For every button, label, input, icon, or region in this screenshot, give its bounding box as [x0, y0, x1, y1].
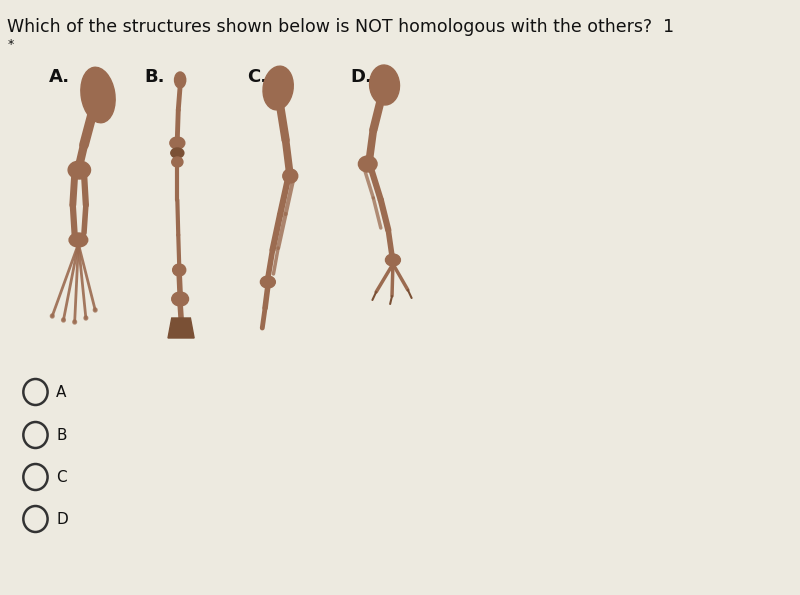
- Text: Which of the structures shown below is NOT homologous with the others?  1: Which of the structures shown below is N…: [7, 18, 674, 36]
- Ellipse shape: [81, 67, 115, 123]
- Ellipse shape: [261, 276, 275, 288]
- Text: B.: B.: [145, 68, 165, 86]
- Text: B: B: [56, 427, 66, 443]
- Text: D: D: [56, 512, 68, 527]
- Ellipse shape: [283, 169, 298, 183]
- Ellipse shape: [62, 318, 66, 322]
- Text: C: C: [56, 469, 66, 484]
- Ellipse shape: [50, 314, 54, 318]
- Ellipse shape: [69, 233, 88, 247]
- Text: C.: C.: [247, 68, 267, 86]
- Ellipse shape: [94, 308, 97, 312]
- Ellipse shape: [73, 320, 77, 324]
- Ellipse shape: [174, 72, 186, 88]
- Ellipse shape: [171, 148, 184, 158]
- Ellipse shape: [370, 65, 399, 105]
- Ellipse shape: [358, 156, 377, 172]
- Text: *: *: [7, 38, 14, 51]
- Ellipse shape: [386, 254, 401, 266]
- Ellipse shape: [84, 316, 88, 320]
- Ellipse shape: [173, 264, 186, 276]
- Text: A.: A.: [49, 68, 70, 86]
- Ellipse shape: [263, 66, 294, 110]
- Ellipse shape: [170, 137, 185, 149]
- Ellipse shape: [68, 161, 90, 179]
- Ellipse shape: [172, 292, 189, 306]
- Polygon shape: [168, 318, 194, 338]
- Text: A: A: [56, 384, 66, 399]
- Ellipse shape: [172, 157, 183, 167]
- Text: D.: D.: [350, 68, 372, 86]
